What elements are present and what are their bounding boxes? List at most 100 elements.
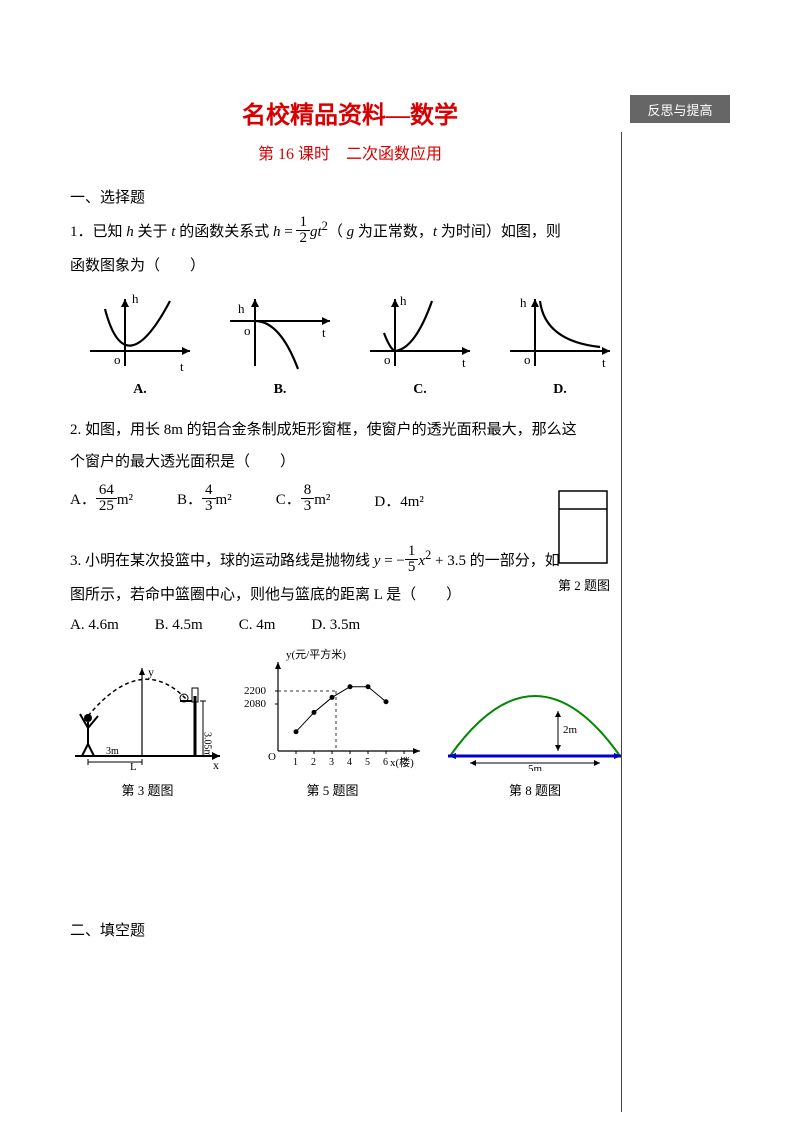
q1-mid1: 关于 (134, 224, 172, 240)
q2-window-icon (558, 490, 610, 566)
q1-option-labels: A. B. C. D. (70, 382, 630, 398)
fig8-5m: 5m (528, 763, 543, 771)
q3-line2: 图所示，若命中篮圈中心，则他与篮底的距离 L 是（ ） (70, 581, 630, 610)
q2-line2: 个窗户的最大透光面积是（ ） (70, 448, 630, 477)
q1-a-t: t (180, 359, 184, 374)
q2-opt-a: A．6425m² (70, 485, 133, 516)
q1-eq-eq: = (280, 224, 296, 240)
svg-text:3: 3 (329, 757, 334, 768)
q2-opt-b: B．43m² (177, 485, 232, 516)
q1-lbl-a: A. (80, 382, 200, 398)
fig3-l: L (130, 761, 137, 771)
q1-b-o: o (244, 323, 251, 338)
q2-c-num: 8 (301, 483, 315, 499)
q1-d-o: o (524, 352, 531, 367)
fig5-y2080: 2080 (244, 698, 267, 710)
vertical-divider (621, 132, 622, 1112)
q3-options: A. 4.6m B. 4.5m C. 4m D. 3.5m (70, 617, 630, 634)
fig5-o: O (268, 751, 276, 763)
fig5-y2200: 2200 (244, 685, 267, 697)
q3-p2: 的一部分，如 (466, 553, 560, 569)
fig5-caption: 第 5 题图 (238, 780, 428, 799)
fig5: y(元/平方米) O x(楼) 2200 2080 1234567 第 5 题图 (238, 646, 428, 799)
fig8: 2m 5m 第 8 题图 (440, 671, 630, 799)
q2-b-den: 3 (202, 499, 216, 514)
q1-graph-c: h o t (360, 291, 480, 376)
q1-lbl-c: C. (360, 382, 480, 398)
q2-a-den: 25 (96, 499, 117, 514)
q1-h: h (126, 224, 134, 240)
q2-b-unit: m² (216, 492, 232, 508)
q2-a-num: 64 (96, 483, 117, 499)
q3-p1: 3. 小明在某次投篮中，球的运动路线是抛物线 (70, 553, 374, 569)
svg-text:2: 2 (311, 757, 316, 768)
q3-opt-c: C. 4m (239, 617, 276, 634)
q2-figure: 第 2 题图 (558, 490, 610, 594)
q1-tail-c: 为时间）如图，则 (437, 224, 561, 240)
q3-opt-a: A. 4.6m (70, 617, 119, 634)
q1-num: 1 (296, 215, 310, 231)
svg-text:7: 7 (401, 757, 406, 768)
fig8-svg: 2m 5m (440, 671, 630, 771)
doc-subtitle: 第 16 课时 二次函数应用 (70, 140, 630, 164)
q2-a-unit: m² (117, 492, 133, 508)
fig3-x: x (213, 758, 219, 771)
q1-c-t: t (462, 355, 466, 370)
fig8-caption: 第 8 题图 (440, 780, 630, 799)
q1-graph-b: h o t (220, 291, 340, 376)
q2-c-lbl: C． (276, 492, 301, 508)
svg-text:1: 1 (293, 757, 298, 768)
q1-tail-a: （ (328, 224, 347, 240)
q2-b-lbl: B． (177, 492, 202, 508)
q3-opt-d: D. 3.5m (311, 617, 360, 634)
q1-frac: 12 (296, 215, 310, 246)
sidebar-annotation-box: 反思与提高 (630, 95, 730, 123)
sidebar-label: 反思与提高 (647, 100, 712, 119)
q2-opt-d: D．4m² (374, 490, 424, 511)
q1-graph-a: h o t (80, 291, 200, 376)
q1-a-h: h (132, 291, 139, 306)
q1-mid2: 的函数关系式 (175, 224, 273, 240)
section-1-heading: 一、选择题 (70, 186, 630, 207)
q2-caption: 第 2 题图 (558, 575, 610, 594)
q2-opt-c: C．83m² (276, 485, 331, 516)
q1-tail-b: 为正常数， (354, 224, 433, 240)
fig3-305: 3.05m (202, 732, 213, 758)
q1-c-h: h (400, 293, 407, 308)
q1-b-h: h (238, 301, 245, 316)
fig3: y x (70, 656, 225, 799)
q2-b-num: 4 (202, 483, 216, 499)
q1-text: 1．已知 h 关于 t 的函数关系式 h = 12gt2（ g 为正常数，t 为… (70, 215, 630, 248)
fig3-y: y (148, 665, 154, 679)
q1-graph-d: h o t (500, 291, 620, 376)
doc-title: 名校精品资料—数学 (70, 95, 630, 130)
q2-a-lbl: A． (70, 492, 96, 508)
section-2-heading: 二、填空题 (70, 919, 630, 940)
q2-options: A．6425m² B．43m² C．83m² D．4m² (70, 485, 630, 516)
q1-line2: 函数图象为（ ） (70, 252, 630, 281)
page: 反思与提高 名校精品资料—数学 第 16 课时 二次函数应用 一、选择题 1．已… (0, 0, 800, 1132)
q1-d-t: t (602, 355, 606, 370)
q1-g2: g (347, 224, 355, 240)
q1-c-o: o (384, 352, 391, 367)
fig5-svg: y(元/平方米) O x(楼) 2200 2080 1234567 (238, 646, 428, 771)
q1-den: 2 (296, 231, 310, 246)
q1-a-o: o (114, 352, 121, 367)
fig8-2m: 2m (563, 724, 578, 736)
q1-graph-row: h o t h o t h o t (70, 291, 630, 376)
fig5-ylbl: y(元/平方米) (286, 647, 346, 661)
svg-text:5: 5 (365, 757, 370, 768)
fig3-svg: y x (70, 656, 225, 771)
q1-b-t: t (322, 325, 326, 340)
fig3-caption: 第 3 题图 (70, 780, 225, 799)
svg-text:6: 6 (383, 757, 388, 768)
q3-eq: = − (380, 553, 404, 569)
q1-d-h: h (520, 295, 527, 310)
main-content: 名校精品资料—数学 第 16 课时 二次函数应用 一、选择题 1．已知 h 关于… (70, 95, 630, 940)
q2-line1: 2. 如图，用长 8m 的铝合金条制成矩形窗框，使窗户的透光面积最大，那么这 (70, 416, 630, 445)
figure-row: y x (70, 646, 630, 799)
q3-opt-b: B. 4.5m (155, 617, 203, 634)
q2-c-unit: m² (314, 492, 330, 508)
q3-line1: 3. 小明在某次投篮中，球的运动路线是抛物线 y = −15x2 + 3.5 的… (70, 544, 630, 577)
q1-lbl-b: B. (220, 382, 340, 398)
